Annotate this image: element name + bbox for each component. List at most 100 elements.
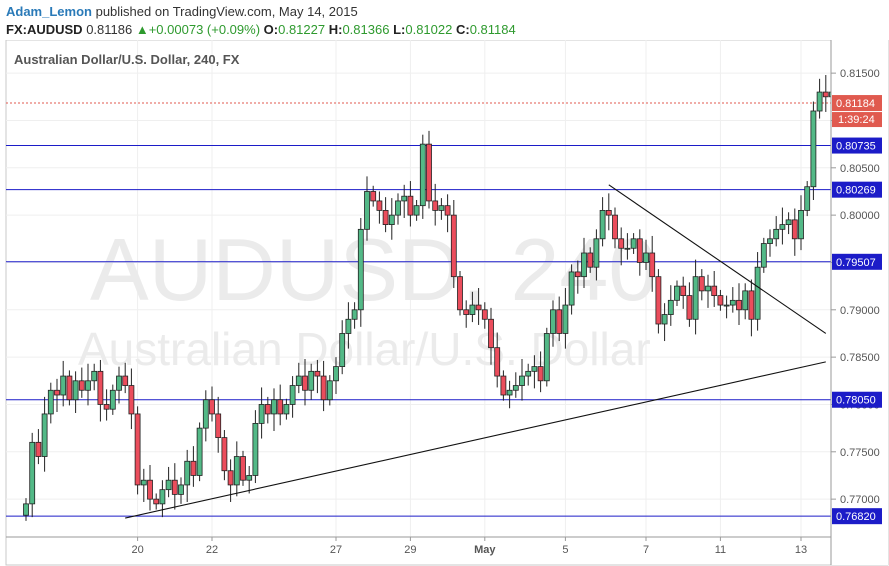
last-price: 0.81186 (86, 22, 133, 37)
candle (655, 269, 662, 334)
candle-body (469, 304, 476, 315)
candle (469, 291, 476, 323)
candle (432, 183, 439, 226)
candle-body (760, 243, 767, 268)
candle (760, 237, 767, 273)
candle-body (457, 276, 463, 311)
last-price-marker: 0.81184 1:39:24 (832, 95, 882, 128)
candle-body (754, 266, 761, 320)
time-tick-label: 7 (643, 544, 649, 556)
candle-body (432, 200, 439, 211)
candle (729, 287, 736, 313)
level-badge (832, 181, 882, 198)
level-label: 0.76820 (836, 511, 876, 523)
candle (54, 378, 60, 413)
candle-body (562, 304, 569, 334)
price-tick-label: 0.77000 (840, 494, 880, 506)
candle-body (692, 276, 699, 320)
candle (506, 380, 513, 409)
candle (178, 477, 184, 504)
candle (364, 176, 370, 241)
candle-body (531, 366, 538, 372)
candle (457, 270, 463, 316)
candle (240, 450, 246, 486)
candle (246, 466, 253, 494)
candle-body (581, 252, 587, 278)
candle-body (109, 389, 116, 410)
candle-body (264, 404, 271, 415)
time-axis[interactable]: 20 22 27 29 May 5 7 11 13 (131, 537, 807, 556)
candle (376, 191, 383, 224)
candle (122, 362, 129, 394)
candle-body (488, 318, 494, 349)
candle (754, 252, 761, 331)
candle-body (655, 276, 662, 325)
ohlc-line: FX:AUDUSD 0.81186 ▲+0.00073 (+0.09%) O:0… (6, 22, 516, 37)
candle (512, 372, 519, 398)
candle-body (147, 479, 153, 500)
candle (494, 332, 501, 388)
candle-body (178, 484, 184, 495)
candle-body (233, 456, 240, 486)
level-badge (832, 137, 882, 154)
chart-header: Adam_Lemon published on TradingView.com,… (0, 0, 889, 40)
candlestick-chart[interactable]: AUDUSD, 240 Australian Dollar/U.S. Dolla… (0, 40, 889, 566)
symbol-label[interactable]: FX:AUDUSD (6, 22, 83, 37)
candles (23, 72, 854, 521)
candle-body (190, 460, 197, 476)
candle-body (407, 195, 414, 216)
candle (407, 181, 414, 227)
candle (649, 235, 656, 292)
candle (47, 382, 54, 424)
candle (574, 260, 581, 294)
candle-body (78, 380, 85, 391)
candle (35, 429, 42, 465)
candle-body (661, 314, 668, 325)
candle-body (240, 456, 246, 481)
candle-body (72, 380, 79, 401)
grid (6, 40, 831, 537)
open-label: O: (263, 22, 279, 37)
candle (463, 300, 470, 328)
candle-body (426, 143, 432, 202)
candle (314, 359, 321, 394)
candle-body (252, 422, 259, 476)
candle (599, 197, 606, 247)
candle-body (674, 285, 680, 301)
candle (419, 134, 426, 219)
level-badge (832, 391, 882, 408)
candle-body (506, 389, 513, 396)
candle (370, 185, 377, 207)
candle-body (351, 309, 358, 320)
candle-body (41, 413, 48, 457)
price-tick-label: 0.80500 (840, 163, 880, 175)
candle (736, 283, 742, 325)
candle-body (593, 238, 600, 268)
candle (773, 216, 780, 247)
candle-body (711, 285, 718, 296)
candle (277, 384, 284, 426)
candle (525, 363, 532, 386)
trendline (125, 361, 826, 519)
candle-body (649, 252, 656, 278)
candle-body (395, 200, 401, 216)
candle-body (376, 200, 383, 211)
candle (357, 217, 364, 327)
candle-body (23, 503, 29, 516)
candle-body (537, 366, 544, 382)
candle (450, 199, 457, 289)
candle (767, 229, 773, 257)
time-tick-label: 27 (330, 544, 342, 556)
candle (23, 498, 29, 521)
candle (500, 370, 507, 401)
candle-body (314, 370, 321, 377)
candle (636, 229, 643, 276)
candle-body (140, 479, 147, 486)
level-label: 0.78050 (836, 395, 876, 407)
candle-body (357, 228, 364, 311)
candle (97, 359, 104, 422)
candle-body (475, 304, 482, 311)
candle-body (283, 404, 290, 415)
author-link[interactable]: Adam_Lemon (6, 4, 92, 19)
candle (481, 302, 488, 329)
